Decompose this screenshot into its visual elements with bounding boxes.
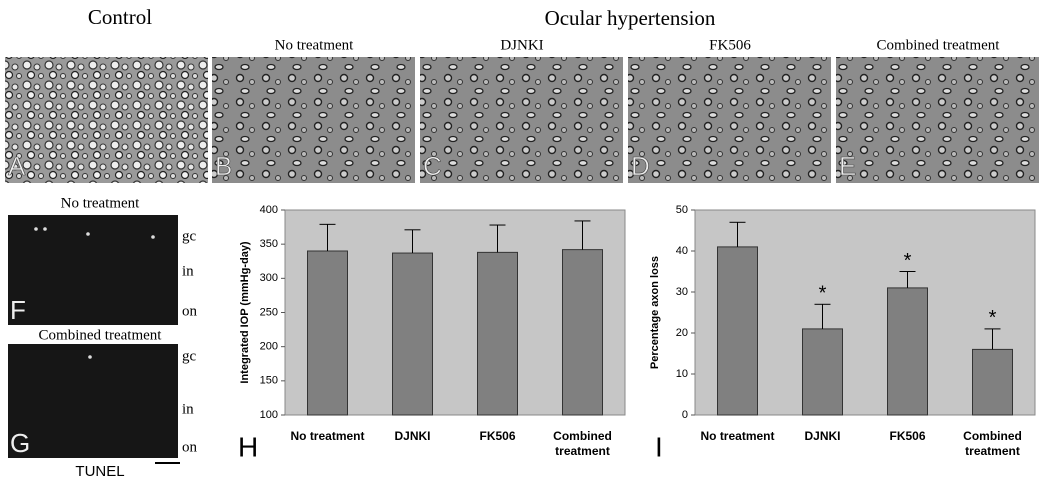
y-tick-label: 10 [676,368,688,380]
tunel-spot [43,227,47,231]
bar [562,249,603,416]
x-tick-label: No treatment [290,429,365,443]
error-bar [574,220,591,250]
tunel-spot [151,235,155,239]
panel-letter: E [839,151,856,181]
y-tick-label: 50 [676,204,688,216]
bar [477,251,518,416]
y-tick-label: 100 [260,409,278,421]
tunel-label: Combined treatment [39,327,163,343]
y-tick-label: 30 [676,286,688,298]
micrograph-label: FK506 [709,37,751,53]
panel-letter: I [655,431,663,462]
micrograph-label: Combined treatment [877,37,1001,53]
bar [307,250,348,416]
x-tick-label: FK506 [889,429,926,443]
panel-letter: D [631,151,650,181]
y-tick-label: 20 [676,327,688,339]
x-tick-label: DJNKI [804,429,841,443]
tunel-label: No treatment [61,195,141,211]
bar [717,246,758,416]
layer-label: on [182,303,198,319]
layer-label: in [182,263,194,279]
error-bar [319,223,336,251]
panel-letter: C [423,151,442,181]
x-tick-label: Combined treatment [963,429,1022,458]
micrograph-label: DJNKI [500,37,543,53]
micrograph [5,57,208,183]
tunel-image [8,344,178,458]
y-axis-title: Integrated IOP (mmHg-day) [239,241,251,384]
tunel-image [8,215,178,325]
heading: Control [88,5,152,29]
panel-letter: A [8,151,26,181]
error-bar [984,328,1001,350]
layer-label: on [182,439,198,455]
panel-letter: F [10,295,26,325]
y-tick-label: 300 [260,272,278,284]
tunel-spot [34,227,38,231]
tunel-spot [88,355,92,359]
significance: * [819,283,827,305]
caption: TUNEL [75,463,124,480]
y-tick-label: 250 [260,306,278,318]
x-tick-label: Combined treatment [553,429,612,458]
micrograph [836,57,1039,183]
y-tick-label: 40 [676,245,688,257]
panel-letter: H [238,431,258,462]
significance: * [904,250,912,272]
x-tick-label: DJNKI [394,429,431,443]
significance: * [989,307,997,329]
y-tick-label: 350 [260,238,278,250]
panel-letter: G [10,428,30,458]
x-tick-label: No treatment [700,429,775,443]
micrograph [420,57,623,183]
tunel-spot [86,232,90,236]
bar [887,287,928,416]
layer-label: in [182,401,194,417]
bar [392,252,433,416]
micrograph [628,57,831,183]
y-axis-title: Percentage axon loss [649,256,661,369]
layer-label: gc [182,348,197,364]
error-bar [814,303,831,329]
bar [972,348,1013,416]
error-bar [489,224,506,253]
error-bar [729,221,746,247]
panel-letter: B [215,151,232,181]
y-tick-label: 200 [260,341,278,353]
micrograph [212,57,415,183]
micrograph-label: No treatment [275,37,355,53]
heading: Ocular hypertension [545,6,716,30]
y-tick-label: 400 [260,204,278,216]
y-tick-label: 0 [682,409,688,421]
layer-label: gc [182,228,197,244]
error-bar [404,229,421,254]
x-tick-label: FK506 [479,429,516,443]
y-tick-label: 150 [260,375,278,387]
error-bar [899,271,916,288]
bar [802,328,843,416]
